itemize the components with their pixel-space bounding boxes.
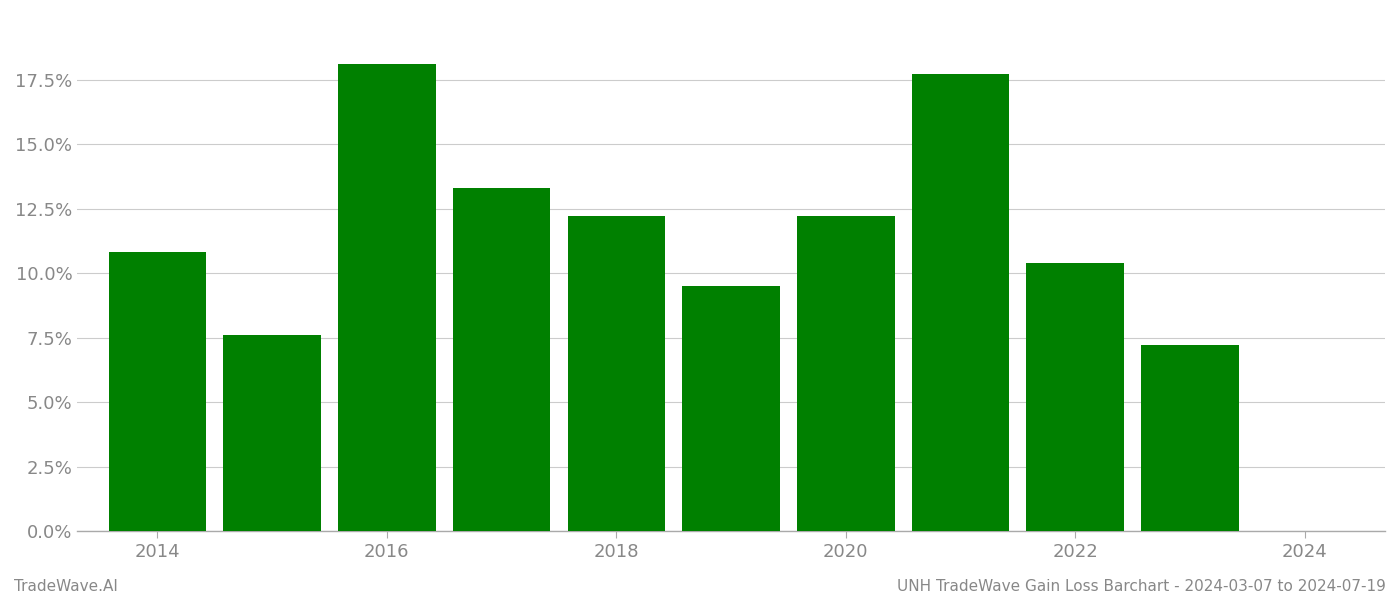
Bar bbox=[109, 253, 206, 531]
Text: UNH TradeWave Gain Loss Barchart - 2024-03-07 to 2024-07-19: UNH TradeWave Gain Loss Barchart - 2024-… bbox=[897, 579, 1386, 594]
Bar bbox=[1141, 346, 1239, 531]
Bar bbox=[797, 217, 895, 531]
Bar bbox=[1026, 263, 1124, 531]
Text: TradeWave.AI: TradeWave.AI bbox=[14, 579, 118, 594]
Bar bbox=[339, 64, 435, 531]
Bar bbox=[567, 217, 665, 531]
Bar bbox=[452, 188, 550, 531]
Bar bbox=[911, 74, 1009, 531]
Bar bbox=[682, 286, 780, 531]
Bar bbox=[224, 335, 321, 531]
